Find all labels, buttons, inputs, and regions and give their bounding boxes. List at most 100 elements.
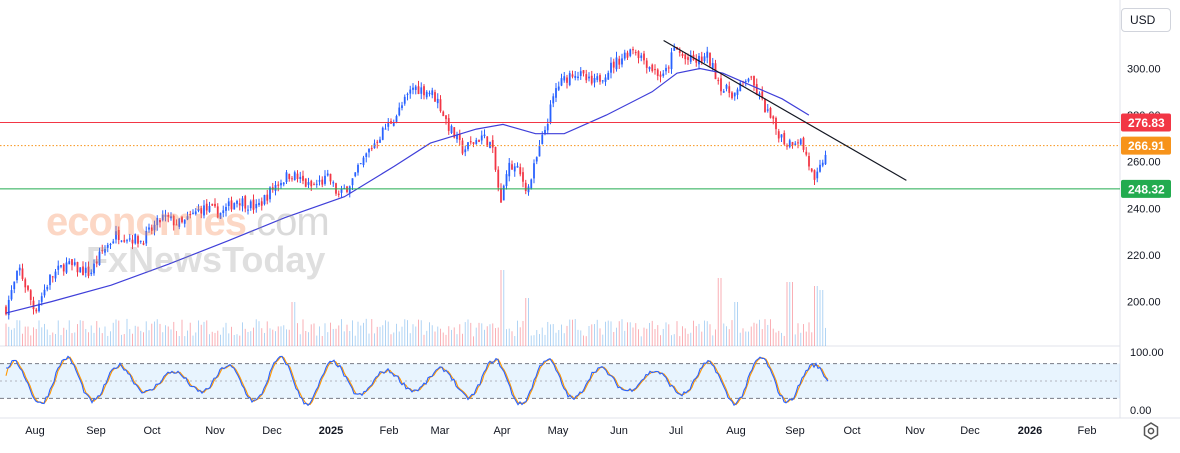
time-tick-label: Dec (262, 425, 282, 437)
volume-bar (470, 322, 472, 346)
volume-bar (404, 319, 406, 346)
candle-body (27, 285, 29, 290)
volume-bar (547, 321, 549, 346)
candle-body (461, 140, 464, 154)
candle-body (722, 91, 725, 93)
candle-body (621, 58, 623, 65)
candle-body (599, 75, 601, 82)
volume-bar (38, 320, 40, 346)
volume-bar (497, 327, 499, 346)
candle-body (753, 76, 755, 86)
candle-body (170, 216, 172, 219)
volume-bar (316, 335, 318, 346)
candle-body (117, 230, 120, 240)
price-tick-label: 260.00 (1127, 157, 1161, 169)
volume-bar (90, 325, 92, 346)
volume-bar (712, 335, 714, 346)
candle-body (299, 176, 302, 179)
candle-body (192, 212, 194, 214)
candle-body (486, 136, 489, 147)
candle-body (178, 218, 181, 227)
candle-body (637, 51, 640, 59)
volume-bar (283, 325, 285, 346)
time-tick-label: Jun (610, 425, 628, 437)
volume-bar (187, 330, 188, 346)
volume-bar (682, 326, 683, 346)
volume-bar (803, 324, 804, 346)
candle-body (172, 215, 175, 226)
candle-body (761, 91, 764, 99)
candle-body (634, 52, 637, 54)
candle-body (406, 93, 409, 95)
candle-body (310, 180, 313, 187)
candle-body (667, 67, 670, 69)
volume-bar (775, 332, 777, 346)
volume-bar (690, 332, 692, 346)
volume-bar (239, 335, 241, 346)
candle-body (813, 170, 816, 180)
time-tick-label: 2026 (1018, 425, 1042, 437)
volume-bar (110, 331, 111, 346)
volume-bar (418, 319, 419, 346)
price-tick-label: 240.00 (1127, 203, 1161, 215)
candle-body (508, 162, 511, 177)
candle-body (494, 146, 497, 170)
volume-bar (717, 278, 719, 346)
volume-bar (616, 327, 617, 346)
volume-bar (343, 331, 345, 346)
candle-body (431, 90, 434, 95)
volume-bar (255, 319, 257, 346)
candle-body (607, 72, 610, 80)
candle-body (791, 142, 794, 146)
volume-bar (330, 322, 331, 346)
volume-bar (668, 324, 670, 346)
volume-bar (294, 302, 296, 346)
candle-body (695, 58, 698, 63)
volume-bar (126, 318, 128, 346)
currency-selector[interactable]: USD (1121, 8, 1171, 32)
candle-body (49, 274, 51, 286)
volume-bar (657, 325, 659, 346)
candle-body (84, 267, 87, 273)
volume-bar (654, 329, 656, 346)
candle-body (362, 157, 365, 166)
volume-bar (781, 332, 782, 346)
candle-body (274, 185, 277, 191)
candle-body (76, 262, 79, 273)
volume-bar (77, 324, 78, 346)
chart-settings-button[interactable] (1140, 420, 1162, 442)
time-tick-label: Oct (843, 425, 860, 437)
candle-body (626, 52, 629, 58)
candle-body (293, 172, 296, 181)
volume-bar (5, 323, 7, 346)
volume-bar (704, 320, 705, 346)
candle-body (673, 47, 676, 51)
volume-bar (228, 333, 230, 346)
volume-bar (451, 329, 452, 346)
volume-bar (352, 320, 353, 346)
candle-body (541, 134, 544, 144)
volume-bar (643, 327, 645, 346)
candle-body (640, 55, 643, 58)
candle-body (654, 69, 656, 71)
candle-body (332, 182, 335, 184)
candle-body (186, 216, 189, 220)
candle-body (13, 281, 16, 290)
candle-body (678, 50, 681, 53)
candle-body (513, 166, 516, 172)
candle-body (511, 164, 513, 170)
volume-bar (134, 325, 136, 346)
candle-body (747, 78, 750, 82)
volume-bar (44, 323, 45, 346)
volume-bar (684, 328, 686, 346)
volume-bar (156, 319, 158, 346)
volume-bar (286, 329, 287, 346)
candle-body (82, 266, 84, 276)
candle-body (7, 299, 10, 316)
time-tick-label: Nov (205, 425, 225, 437)
volume-bar (737, 302, 738, 346)
volume-bar (203, 321, 205, 346)
candle-body (156, 218, 159, 226)
